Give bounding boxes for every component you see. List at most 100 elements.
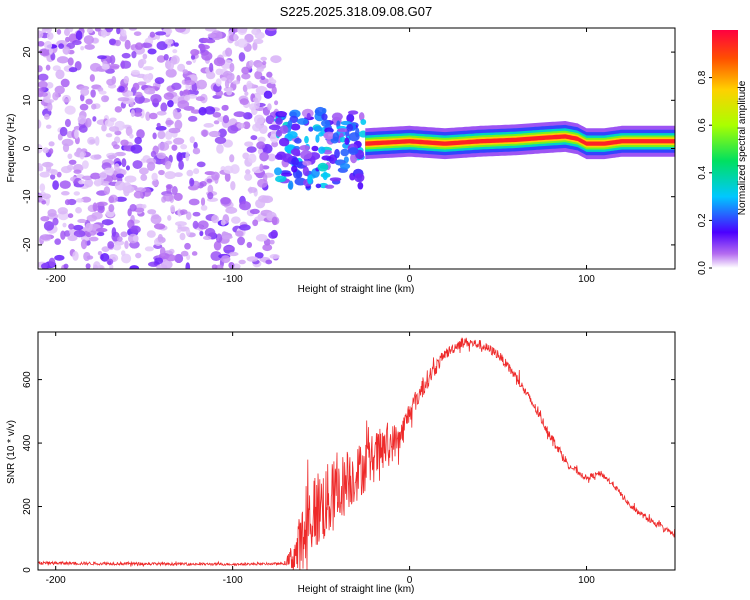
bottom-axes-ticks: -200 -100 0 100 0 200 400 600 [22, 332, 675, 586]
noise-blob [173, 137, 185, 145]
noise-blob [132, 235, 139, 242]
noise-blob [216, 143, 224, 154]
transition-blob [323, 131, 335, 140]
noise-blob [104, 167, 114, 174]
noise-blob [50, 169, 58, 176]
noise-blob [48, 257, 56, 267]
colorbar-tick-label: 0.4 [697, 165, 708, 179]
noise-blob [254, 70, 263, 80]
top-y-tick-label: -10 [22, 189, 33, 204]
noise-blob [211, 214, 219, 224]
noise-blob [60, 78, 70, 88]
noise-blob [246, 241, 253, 248]
noise-blob [192, 211, 201, 217]
noise-blob [143, 73, 152, 83]
noise-blob [270, 229, 278, 239]
noise-blob [84, 44, 95, 50]
noise-blob [38, 80, 48, 89]
noise-blob [165, 119, 174, 126]
noise-blob [117, 97, 130, 102]
noise-blob [200, 205, 208, 211]
noise-blob [121, 158, 127, 168]
noise-blob [254, 100, 261, 109]
noise-blob [241, 73, 251, 80]
transition-blob [288, 180, 294, 190]
noise-blob [174, 28, 187, 33]
noise-blob [244, 91, 249, 96]
transition-blob [279, 125, 289, 134]
noise-blob [244, 141, 254, 147]
noise-blob [38, 65, 43, 73]
noise-blob [162, 193, 174, 202]
transition-blob [322, 171, 328, 181]
transition-blob [321, 113, 328, 121]
noise-blob [50, 174, 56, 180]
noise-blob [72, 251, 79, 261]
noise-blob [265, 259, 273, 265]
transition-blob [348, 132, 360, 142]
noise-blob [156, 110, 167, 116]
noise-blob [250, 135, 258, 141]
noise-blob [99, 172, 107, 178]
noise-blob [201, 51, 213, 61]
noise-blob [119, 35, 127, 42]
colorbar: 0.0 0.2 0.4 0.6 0.8 Normalized spectral ampl… [697, 30, 748, 275]
transition-blob [306, 112, 311, 120]
transition-blob [317, 162, 329, 172]
noise-blob [163, 92, 174, 100]
spectrogram-heatmap [38, 28, 675, 269]
noise-blob [120, 169, 127, 176]
noise-blob [179, 90, 184, 97]
noise-blob [189, 136, 195, 144]
noise-blob [114, 130, 122, 136]
noise-blob [201, 129, 208, 138]
noise-blob [227, 125, 239, 134]
noise-blob [127, 208, 132, 217]
noise-blob [67, 57, 74, 66]
noise-blob [45, 82, 54, 89]
noise-blob [247, 153, 257, 164]
noise-blob [197, 220, 209, 230]
noise-blob [67, 235, 78, 242]
noise-blob [94, 178, 102, 187]
noise-blob [260, 56, 267, 61]
noise-blob [101, 124, 107, 132]
noise-blob [63, 230, 71, 237]
noise-blob [120, 231, 128, 238]
transition-blob [280, 172, 293, 177]
transition-blob [311, 145, 319, 152]
noise-blob [224, 79, 230, 89]
noise-blob [45, 124, 52, 129]
noise-blob [261, 165, 270, 170]
noise-blob [85, 98, 93, 105]
noise-blob [185, 151, 190, 162]
noise-blob [244, 173, 253, 181]
noise-blob [124, 240, 129, 250]
noise-blob [90, 89, 96, 98]
bottom-y-tick-label: 200 [22, 498, 33, 515]
noise-blob [61, 138, 74, 147]
noise-blob [118, 85, 125, 93]
noise-blob [223, 165, 234, 174]
noise-blob [210, 30, 223, 41]
transition-blob [291, 165, 298, 173]
noise-blob [184, 80, 196, 86]
transition-blob [290, 123, 301, 131]
noise-blob [144, 246, 154, 252]
noise-blob [100, 252, 110, 262]
noise-blob [139, 58, 147, 65]
transition-blob [307, 175, 312, 184]
transition-blob [321, 119, 331, 127]
noise-blob [120, 29, 127, 37]
bottom-x-tick-label: -100 [223, 575, 243, 586]
noise-blob [192, 147, 201, 155]
noise-blob [171, 82, 182, 91]
noise-blob [134, 42, 144, 50]
noise-blob [220, 219, 226, 226]
noise-blob [130, 109, 135, 117]
top-x-tick-label: -200 [46, 274, 66, 285]
noise-blob [62, 222, 67, 228]
noise-blob [41, 200, 47, 205]
